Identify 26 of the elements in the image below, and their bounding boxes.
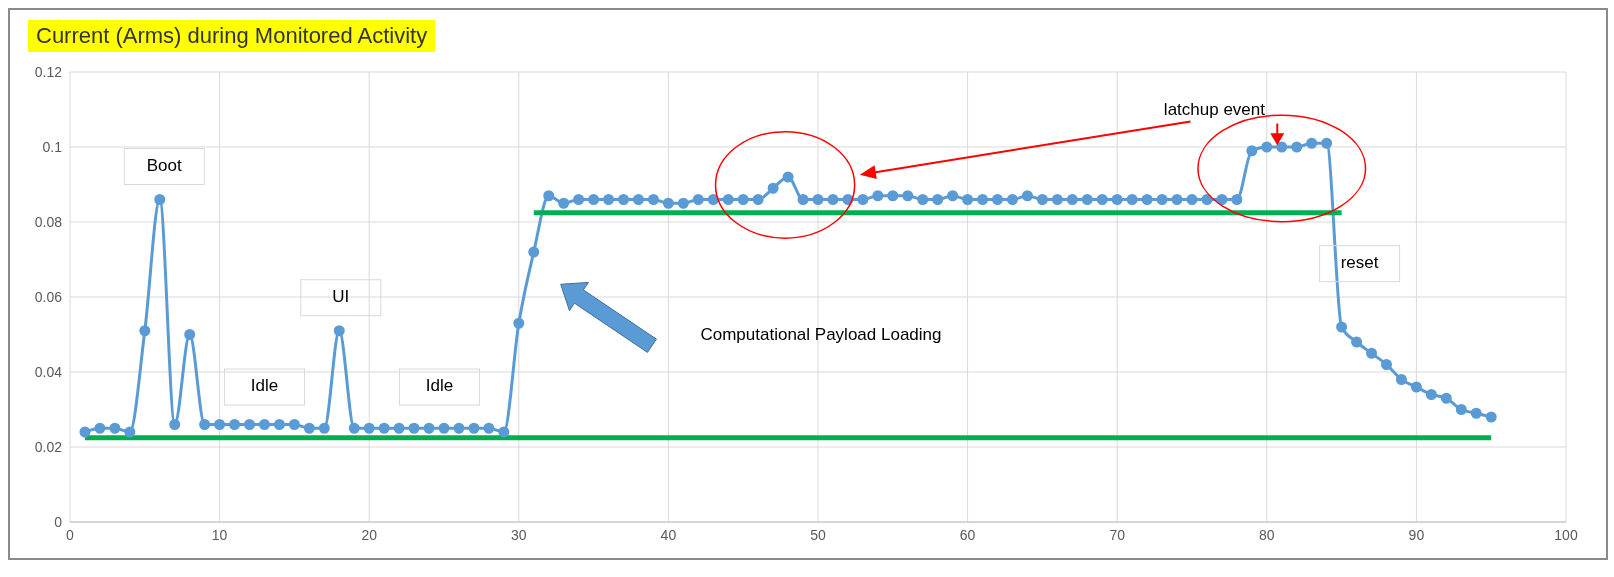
x-tick-label: 0 xyxy=(66,526,75,543)
y-tick-label: 0.08 xyxy=(34,213,63,230)
annotation: latchup event xyxy=(1163,100,1266,120)
y-tick-label: 0.02 xyxy=(34,438,63,455)
x-tick-label: 90 xyxy=(1408,526,1425,543)
x-tick-label: 30 xyxy=(511,526,527,543)
x-tick-label: 20 xyxy=(361,526,378,543)
annotation: Boot xyxy=(146,155,182,175)
y-tick-label: 0.06 xyxy=(34,288,63,305)
annotation: reset xyxy=(1340,253,1379,273)
x-tick-label: 50 xyxy=(810,526,826,543)
x-tick-label: 80 xyxy=(1259,526,1275,543)
y-tick-label: 0.1 xyxy=(42,138,63,155)
annotation: Idle xyxy=(250,376,279,396)
y-tick-label: 0.12 xyxy=(34,63,63,80)
x-tick-label: 70 xyxy=(1109,526,1126,543)
x-tick-label: 10 xyxy=(211,526,228,543)
x-tick-label: 40 xyxy=(660,526,677,543)
x-tick-label: 100 xyxy=(1554,526,1578,543)
y-tick-label: 0 xyxy=(54,513,63,530)
x-tick-label: 60 xyxy=(959,526,976,543)
chart-title: Current (Arms) during Monitored Activity xyxy=(28,20,436,52)
y-tick-label: 0.04 xyxy=(34,363,63,380)
annotation: Computational Payload Loading xyxy=(700,325,942,345)
annotation: Idle xyxy=(425,376,454,396)
annotation: UI xyxy=(332,287,350,307)
